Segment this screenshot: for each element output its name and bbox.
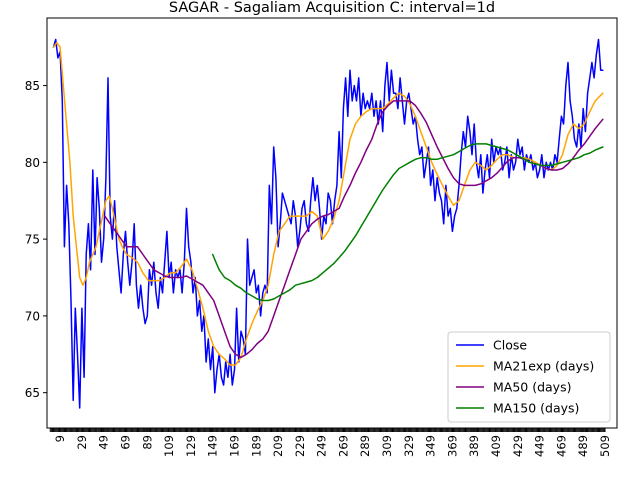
x-tick-label: 149 xyxy=(206,435,220,457)
legend-box xyxy=(447,331,611,423)
x-tick-label: 229 xyxy=(293,435,307,457)
x-tick-label: 469 xyxy=(554,435,568,457)
chart-title: SAGAR - Sagaliam Acquisition C: interval… xyxy=(169,0,495,16)
y-tick-label: 75 xyxy=(25,233,40,247)
x-tick-label: 9 xyxy=(53,435,67,442)
x-tick-label: 449 xyxy=(533,435,547,457)
series-layer xyxy=(52,38,604,409)
x-tick-label: 289 xyxy=(358,435,372,457)
x-tick-label: 389 xyxy=(467,435,481,457)
x-tick-label: 109 xyxy=(162,435,176,457)
legend-label: Close xyxy=(493,338,527,353)
x-tick-label: 369 xyxy=(445,435,459,457)
x-tick-label: 309 xyxy=(380,435,394,457)
x-tick-label: 189 xyxy=(249,435,263,457)
x-tick-label: 29 xyxy=(75,435,89,450)
x-tick-label: 409 xyxy=(489,435,503,457)
y-tick-label: 70 xyxy=(25,309,40,323)
x-tick-label: 349 xyxy=(424,435,438,457)
x-tick-label: 49 xyxy=(97,435,111,450)
x-tick-label: 329 xyxy=(402,435,416,457)
x-tick-label: 269 xyxy=(336,435,350,457)
series-line-3 xyxy=(211,143,604,302)
x-tick-label: 429 xyxy=(511,435,525,457)
y-tick-label: 80 xyxy=(25,156,40,170)
x-tick-label: 129 xyxy=(184,435,198,457)
series-line-1 xyxy=(52,41,604,366)
legend: Close MA21exp (days) MA50 (days) MA150 (day… xyxy=(447,331,611,423)
x-tick-label: 89 xyxy=(140,435,154,450)
legend-label: MA150 (days) xyxy=(493,401,579,416)
series-line-0 xyxy=(52,38,604,409)
legend-label: MA50 (days) xyxy=(493,380,571,395)
x-tick-label: 249 xyxy=(315,435,329,457)
y-tick-label: 65 xyxy=(25,386,40,400)
axis-layer: 9 29 49 69 89 109 129 149 169 189 209 229 249 269 289 3… xyxy=(25,79,612,457)
x-tick-label: 169 xyxy=(227,435,241,457)
legend-label: MA21exp (days) xyxy=(493,359,594,374)
series-line-2 xyxy=(104,100,604,359)
y-tick-label: 85 xyxy=(25,79,40,93)
plot-area-frame xyxy=(46,17,618,429)
x-tick-label: 69 xyxy=(118,435,132,450)
x-tick-label: 209 xyxy=(271,435,285,457)
x-tick-label: 489 xyxy=(576,435,590,457)
x-tick-label: 509 xyxy=(598,435,612,457)
